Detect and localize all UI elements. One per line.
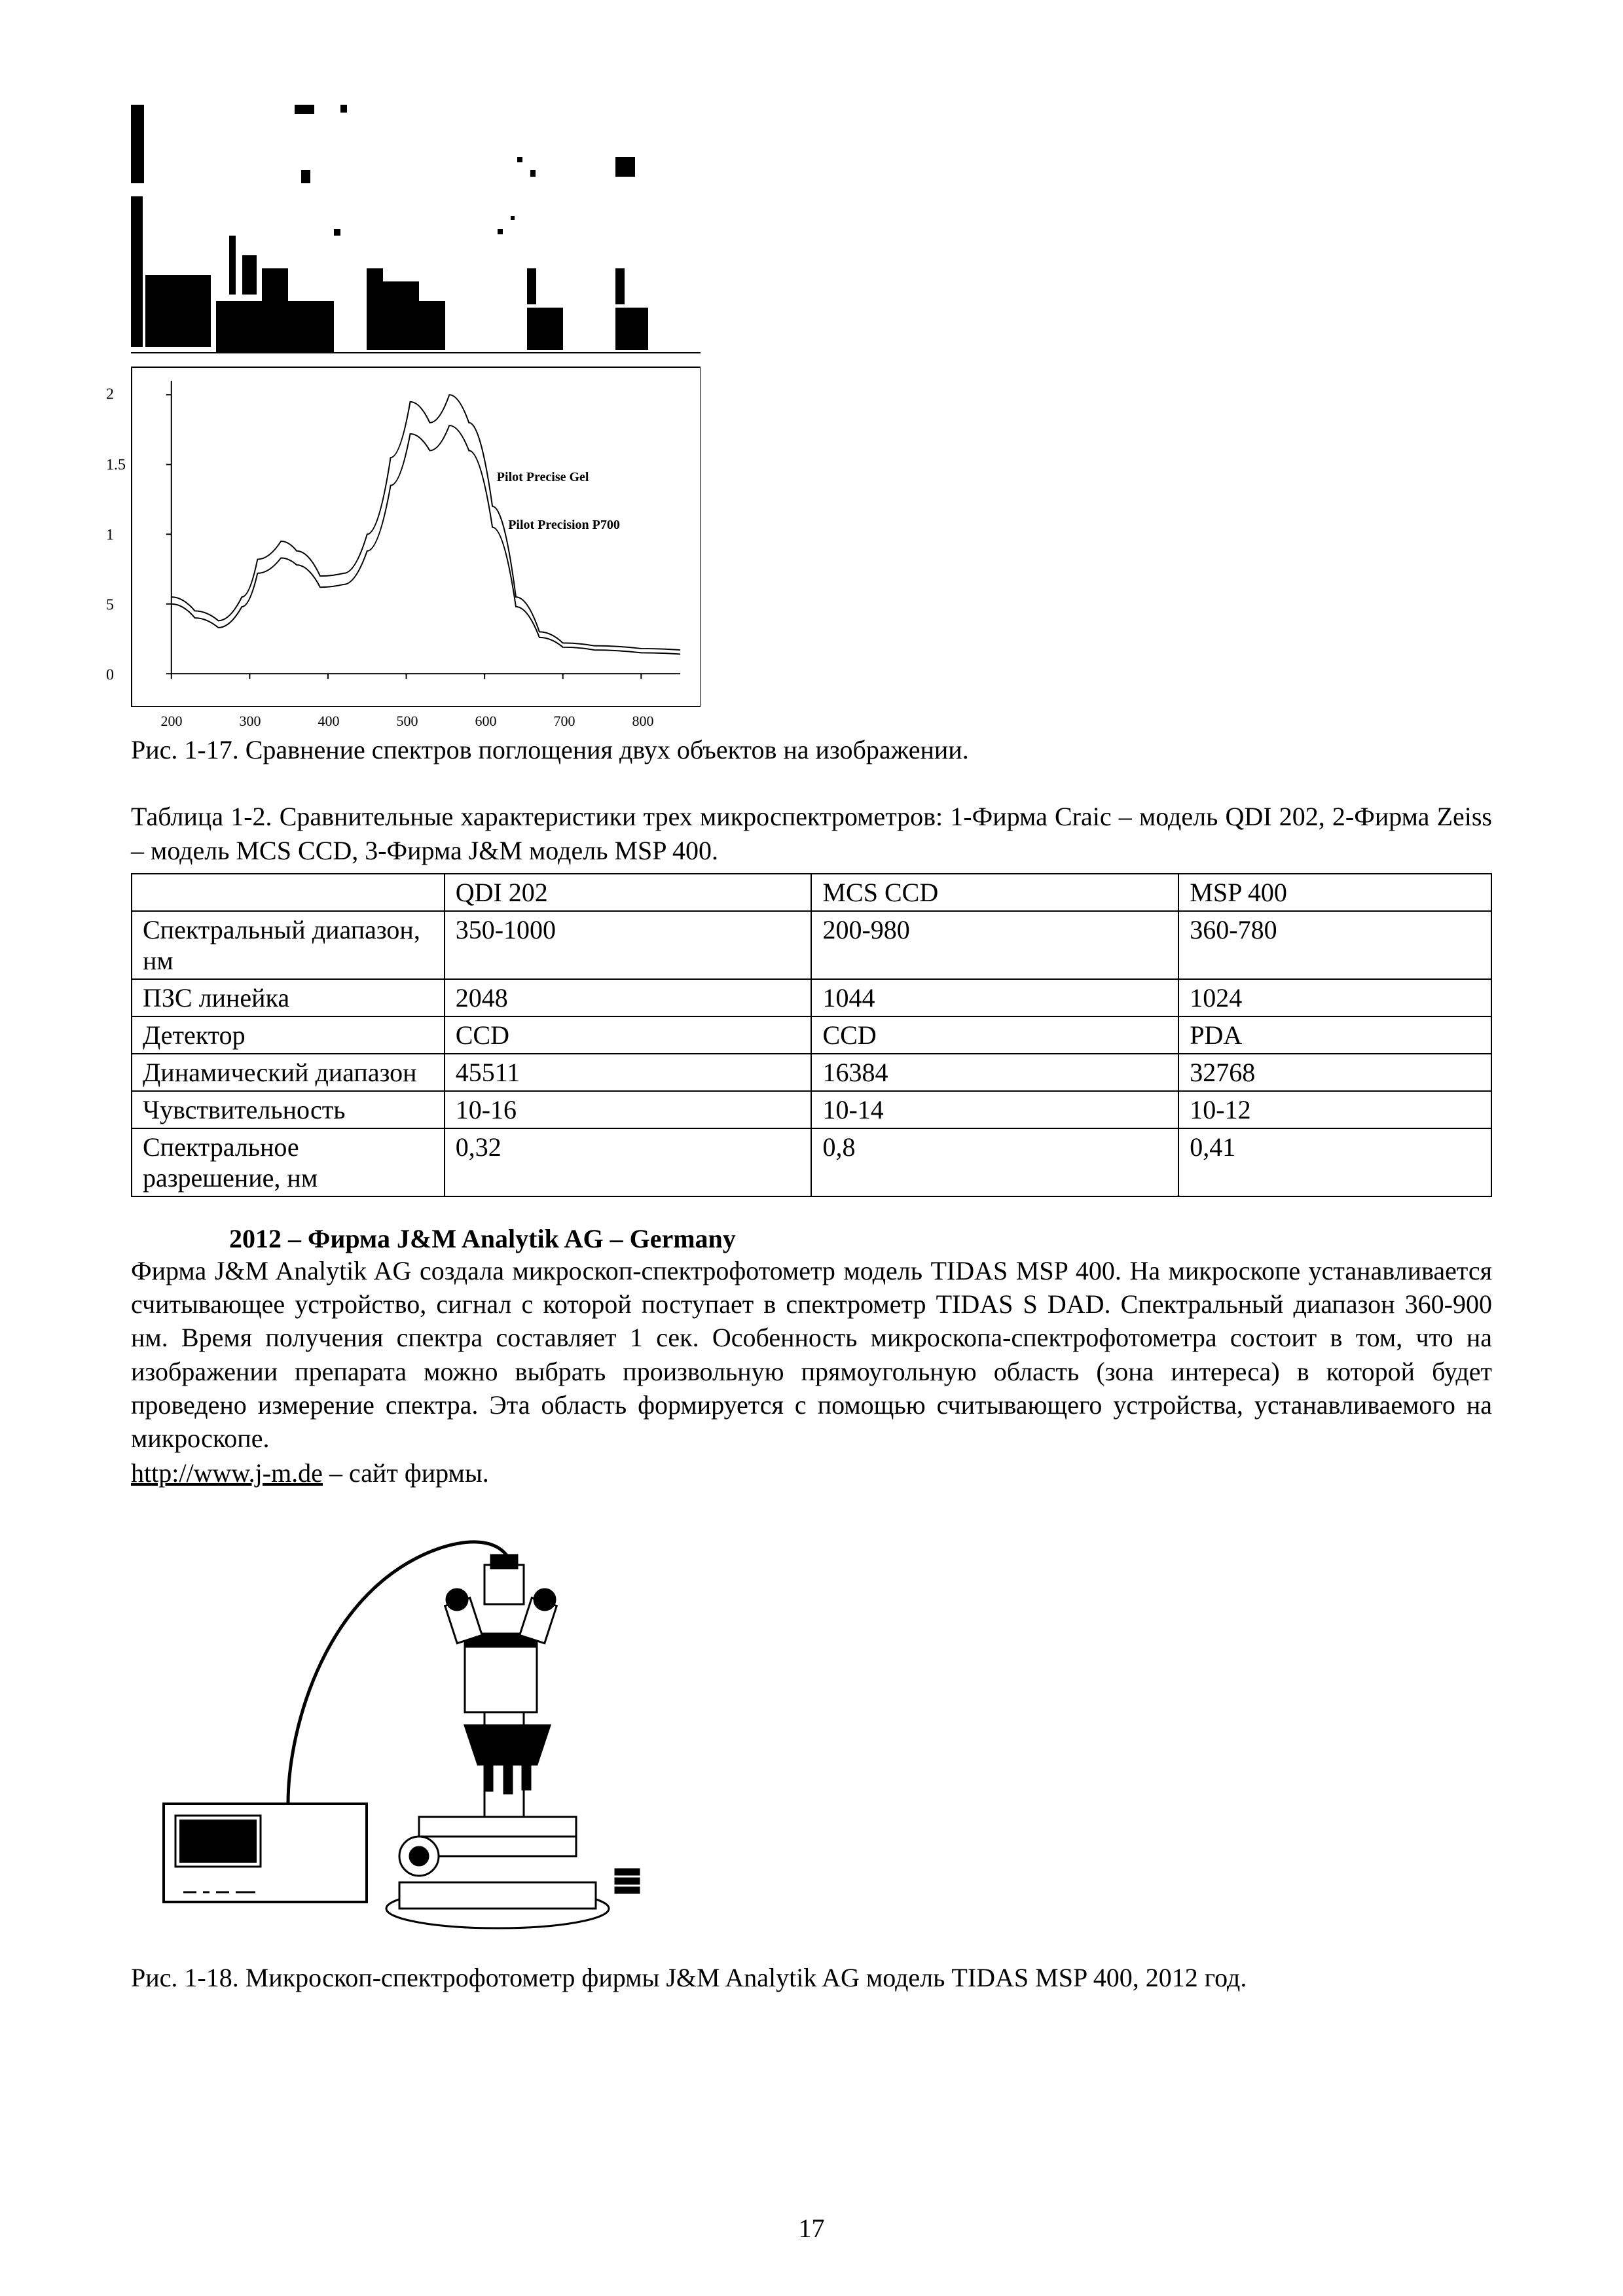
table-cell: 1024 <box>1178 979 1491 1016</box>
table-row: Динамический диапазон455111638432768 <box>132 1054 1491 1091</box>
table-header-row: QDI 202MCS CCDMSP 400 <box>132 874 1491 911</box>
spectrum-chart: 0511.52 200300400500600700800 Pilot Prec… <box>131 367 701 707</box>
table-cell: 2048 <box>445 979 812 1016</box>
table-cell: Динамический диапазон <box>132 1054 445 1091</box>
noise-blob <box>615 268 625 304</box>
table-cell: 10-14 <box>811 1091 1178 1128</box>
table-cell: PDA <box>1178 1016 1491 1054</box>
chart-xtick-label: 700 <box>554 713 575 730</box>
table-cell: Спектральный диапазон, нм <box>132 911 445 979</box>
chart-xtick-label: 400 <box>318 713 340 730</box>
page: 0 5 1 1.5 2 200 300 400 500 600 700 800 Pilot Prec… <box>0 0 1623 2296</box>
table-row: Спектральное разрешение, нм0,320,80,41 <box>132 1128 1491 1196</box>
body-paragraph: Фирма J&M Analytik AG создала микроскоп-… <box>131 1254 1492 1455</box>
table-cell: Спектральное разрешение, нм <box>132 1128 445 1196</box>
chart-xtick-label: 600 <box>475 713 497 730</box>
noise-blob <box>511 216 515 220</box>
chart-ytick-label: 0 <box>106 667 114 685</box>
noise-blob <box>145 275 211 347</box>
table-cell: 0,41 <box>1178 1128 1491 1196</box>
table-cell: 45511 <box>445 1054 812 1091</box>
section-heading: 2012 – Фирма J&M Analytik AG – Germany <box>229 1223 1492 1254</box>
table-cell: Детектор <box>132 1016 445 1054</box>
table-cell: 360-780 <box>1178 911 1491 979</box>
noise-blob <box>615 308 648 350</box>
noise-blob <box>229 236 236 295</box>
noise-blob <box>216 301 334 352</box>
table-cell: CCD <box>811 1016 1178 1054</box>
table-cell: 10-16 <box>445 1091 812 1128</box>
noise-blob <box>242 255 257 295</box>
noise-blob <box>527 308 563 350</box>
noise-blob <box>295 105 314 114</box>
table-cell: 350-1000 <box>445 911 812 979</box>
noise-blob <box>530 170 536 177</box>
noise-blob <box>367 281 419 350</box>
table-caption: Таблица 1-2. Сравнительные характеристик… <box>131 800 1492 868</box>
chart-ytick-label: 5 <box>106 596 114 614</box>
link-suffix: – сайт фирмы. <box>323 1458 489 1488</box>
noise-blob <box>262 268 288 301</box>
table-cell: CCD <box>445 1016 812 1054</box>
chart-xtick-label: 500 <box>397 713 418 730</box>
top-noise-image <box>131 105 701 353</box>
spec-table: QDI 202MCS CCDMSP 400 Спектральный диапа… <box>131 873 1492 1197</box>
table-row: ПЗС линейка204810441024 <box>132 979 1491 1016</box>
table-row: ДетекторCCDCCDPDA <box>132 1016 1491 1054</box>
chart-series <box>172 425 680 654</box>
table-header-cell: MSP 400 <box>1178 874 1491 911</box>
noise-blob <box>367 268 383 285</box>
chart-ytick-label: 1.5 <box>106 456 126 474</box>
noise-blob <box>340 105 347 113</box>
noise-blob <box>498 229 503 234</box>
chart-xtick-label: 200 <box>161 713 183 730</box>
page-number: 17 <box>0 2213 1623 2244</box>
table-header-cell: QDI 202 <box>445 874 812 911</box>
noise-blob <box>517 157 522 162</box>
table-row: Чувствительность10-1610-1410-12 <box>132 1091 1491 1128</box>
table-header-cell <box>132 874 445 911</box>
chart-xtick-label: 300 <box>240 713 261 730</box>
table-cell: 10-12 <box>1178 1091 1491 1128</box>
table-cell: 16384 <box>811 1054 1178 1091</box>
table-cell: Чувствительность <box>132 1091 445 1128</box>
noise-blob <box>334 229 340 236</box>
table-cell: ПЗС линейка <box>132 979 445 1016</box>
table-cell: 0,32 <box>445 1128 812 1196</box>
chart-series-label: Pilot Precision P700 <box>508 518 620 533</box>
table-cell: 0,8 <box>811 1128 1178 1196</box>
link-line: http://www.j-m.de – сайт фирмы. <box>131 1456 1492 1490</box>
table-cell: 32768 <box>1178 1054 1491 1091</box>
noise-blob <box>615 157 635 177</box>
noise-blob <box>131 105 144 183</box>
microscope-figure <box>157 1529 655 1935</box>
chart-xtick-label: 800 <box>632 713 654 730</box>
figure-caption-1-17: Рис. 1-17. Сравнение спектров поглощения… <box>131 733 1492 767</box>
noise-blob <box>527 268 536 304</box>
table-row: Спектральный диапазон, нм350-1000200-980… <box>132 911 1491 979</box>
figure-caption-1-18: Рис. 1-18. Микроскоп-спектрофотометр фир… <box>131 1961 1492 1995</box>
chart-series-label: Pilot Precise Gel <box>497 470 589 485</box>
table-cell: 1044 <box>811 979 1178 1016</box>
noise-blob <box>131 196 143 347</box>
chart-ytick-label: 1 <box>106 526 114 544</box>
company-link[interactable]: http://www.j-m.de <box>131 1458 323 1488</box>
chart-ytick-label: 2 <box>106 386 114 404</box>
noise-blob <box>301 170 310 183</box>
table-cell: 200-980 <box>811 911 1178 979</box>
table-header-cell: MCS CCD <box>811 874 1178 911</box>
noise-blob <box>419 301 445 350</box>
